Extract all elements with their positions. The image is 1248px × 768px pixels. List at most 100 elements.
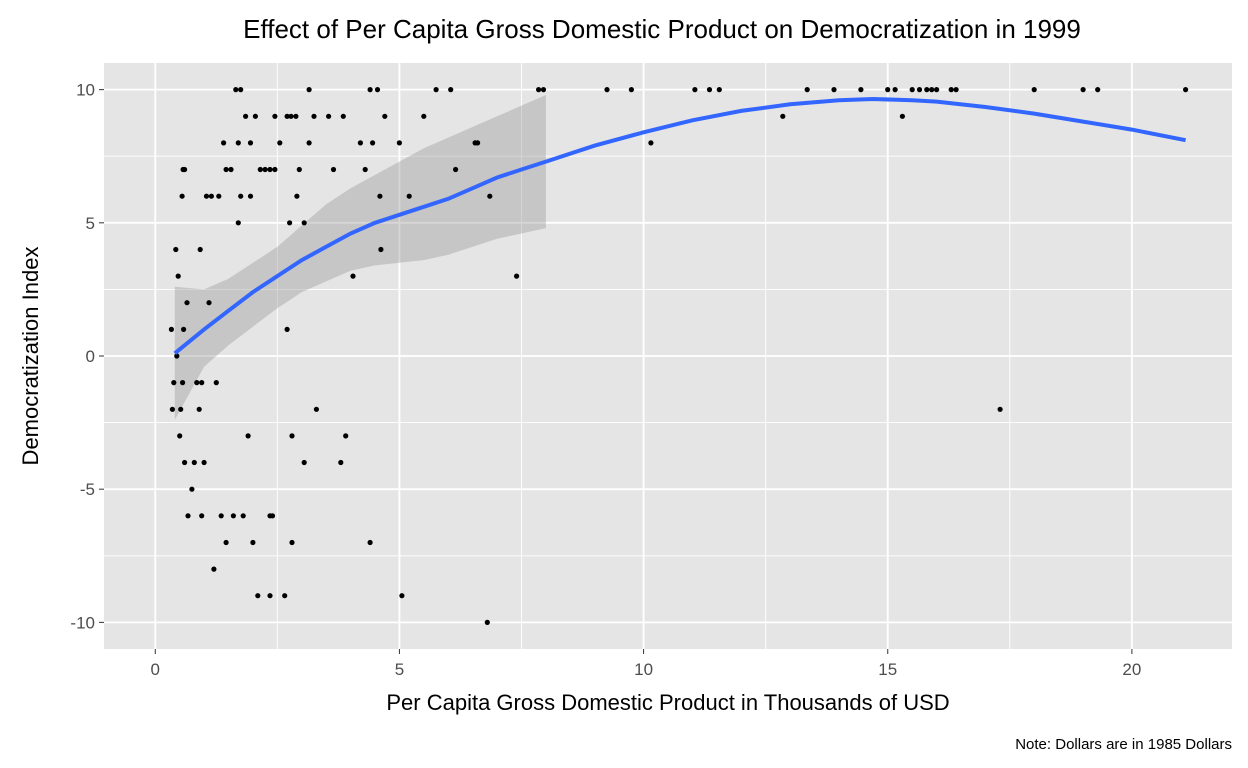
data-point — [421, 113, 427, 119]
data-point — [1183, 87, 1189, 93]
data-point — [484, 619, 490, 626]
data-point — [184, 300, 190, 306]
data-point — [1095, 87, 1101, 93]
data-point — [953, 87, 959, 93]
data-point — [1080, 87, 1086, 93]
data-point — [948, 87, 954, 93]
data-point — [284, 113, 290, 119]
y-axis-ticks: -10 -5 0 5 10 — [70, 81, 104, 632]
data-point — [199, 380, 205, 386]
data-point — [289, 433, 295, 439]
data-points — [168, 87, 1189, 626]
data-point — [194, 380, 200, 386]
data-point — [406, 193, 412, 199]
data-point — [296, 166, 302, 173]
data-point — [831, 87, 837, 93]
data-point — [168, 326, 174, 332]
data-point — [178, 406, 184, 412]
data-point — [191, 459, 197, 466]
data-point — [267, 166, 273, 173]
data-point — [223, 539, 229, 546]
data-point — [196, 406, 202, 412]
data-point — [175, 273, 181, 279]
data-point — [362, 166, 368, 173]
data-point — [892, 87, 898, 93]
data-point — [780, 113, 786, 119]
data-point — [357, 140, 363, 146]
x-axis-title: Per Capita Gross Domestic Product in Tho… — [386, 690, 949, 715]
data-point — [287, 220, 293, 226]
data-point — [338, 459, 344, 466]
data-point — [277, 140, 283, 146]
data-point — [230, 513, 236, 519]
data-point — [247, 140, 254, 146]
data-point — [238, 87, 244, 93]
data-point — [182, 459, 188, 466]
data-point — [267, 593, 273, 599]
data-point — [540, 87, 547, 93]
data-point — [171, 380, 177, 386]
data-point — [909, 87, 915, 93]
data-point — [604, 87, 610, 93]
data-point — [197, 246, 203, 253]
data-point — [206, 300, 212, 306]
data-point — [306, 87, 312, 93]
data-point — [350, 273, 356, 279]
data-point — [367, 539, 373, 546]
data-point — [374, 87, 381, 93]
data-point — [399, 593, 405, 599]
data-point — [180, 380, 186, 386]
data-point — [218, 513, 224, 519]
data-point — [243, 113, 249, 119]
data-point — [916, 87, 923, 93]
x-tick-label: 20 — [1122, 660, 1141, 679]
data-point — [313, 406, 319, 412]
data-point — [169, 406, 175, 412]
x-tick-label: 10 — [634, 660, 653, 679]
data-point — [288, 113, 294, 119]
confidence-band — [174, 95, 546, 420]
data-point — [203, 193, 210, 199]
data-point — [378, 246, 384, 253]
data-point — [899, 113, 906, 119]
data-point — [448, 87, 454, 93]
data-point — [216, 193, 222, 199]
data-point — [173, 246, 179, 253]
data-point — [1031, 87, 1037, 93]
data-point — [233, 87, 239, 93]
data-point — [934, 87, 940, 93]
data-point — [208, 193, 214, 199]
data-point — [289, 539, 295, 546]
data-point — [252, 113, 258, 119]
data-point — [201, 459, 207, 466]
data-point — [301, 459, 307, 466]
data-point — [804, 87, 810, 93]
data-point — [514, 273, 520, 279]
data-point — [382, 113, 388, 119]
data-point — [648, 140, 654, 146]
x-tick-label: 15 — [878, 660, 897, 679]
data-point — [370, 140, 376, 146]
data-point — [330, 166, 337, 173]
chart-title: Effect of Per Capita Gross Domestic Prod… — [243, 14, 1081, 44]
data-point — [245, 433, 251, 439]
smooth-trend-line — [173, 96, 1186, 355]
y-tick-label: 5 — [86, 214, 95, 233]
data-point — [293, 113, 299, 119]
x-axis-ticks: 0 5 10 15 20 — [151, 649, 1141, 679]
data-point — [182, 166, 188, 173]
data-point — [223, 166, 229, 173]
data-point — [997, 406, 1003, 412]
y-tick-label: 0 — [86, 347, 95, 366]
data-point — [221, 140, 227, 146]
data-point — [269, 513, 276, 519]
data-point — [367, 87, 373, 93]
data-point — [174, 353, 180, 359]
data-point — [858, 87, 864, 93]
data-point — [885, 87, 891, 93]
data-point — [536, 87, 542, 93]
data-point — [284, 326, 290, 332]
data-point — [692, 87, 698, 93]
data-point — [282, 593, 288, 599]
